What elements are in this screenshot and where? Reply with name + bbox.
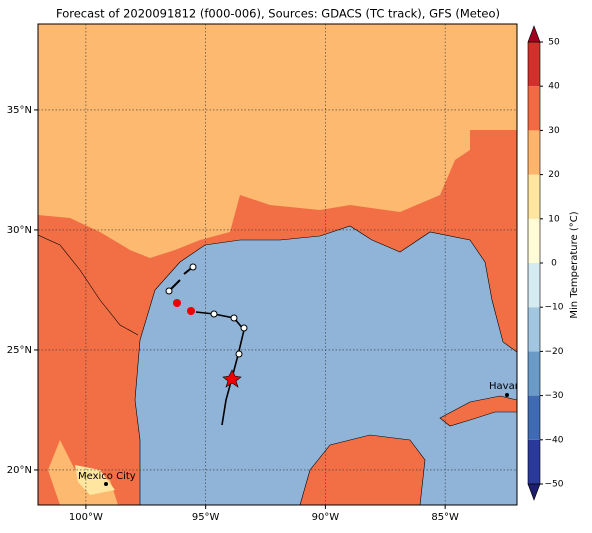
colorbar-band bbox=[528, 42, 540, 87]
colorbar-under bbox=[527, 483, 541, 501]
colorbar-band bbox=[528, 351, 540, 396]
city-dot bbox=[104, 482, 108, 486]
city-dot bbox=[505, 393, 509, 397]
y-tick-label: 25°N bbox=[7, 345, 32, 356]
colorbar-label: Min Temperature (°C) bbox=[569, 211, 580, 318]
y-tick-label: 35°N bbox=[7, 105, 32, 116]
x-tick-label: 95°W bbox=[192, 512, 220, 523]
x-tick-label: 100°W bbox=[69, 512, 103, 523]
city-label: Havana bbox=[489, 381, 527, 392]
y-tick-label: 30°N bbox=[7, 225, 32, 236]
colorbar-band bbox=[528, 130, 540, 175]
colorbar-band bbox=[528, 395, 540, 440]
colorbar-band bbox=[528, 263, 540, 308]
gulf bbox=[134, 225, 517, 505]
title: Forecast of 2020091812 (f000-006), Sourc… bbox=[56, 7, 500, 21]
colorbar-band bbox=[528, 174, 540, 219]
map-frame bbox=[37, 23, 518, 506]
colorbar-tick-label: −20 bbox=[545, 347, 564, 357]
cuba bbox=[439, 395, 517, 427]
colorbar-band bbox=[528, 218, 540, 263]
colorbar-tick-label: 10 bbox=[548, 214, 560, 224]
colorbar-tick-label: 50 bbox=[548, 38, 560, 48]
colorbar-tick-label: 30 bbox=[548, 126, 560, 136]
x-tick-label: 90°W bbox=[312, 512, 340, 523]
colorbar-tick-label: 0 bbox=[551, 259, 557, 269]
colorbar-tick-label: −30 bbox=[545, 391, 564, 401]
x-tick-label: 85°W bbox=[431, 512, 459, 523]
storm-track bbox=[165, 263, 248, 426]
colorbar-band bbox=[528, 439, 540, 484]
y-tick-label: 20°N bbox=[7, 465, 32, 476]
colorbar-tick-label: −50 bbox=[545, 480, 564, 490]
map: Havana Mexico City bbox=[38, 24, 527, 505]
colorbar-band bbox=[528, 307, 540, 352]
colorbar-tick-label: 40 bbox=[548, 82, 560, 92]
city-label: Mexico City bbox=[78, 471, 136, 482]
colorbar-tick-label: −10 bbox=[545, 303, 564, 313]
colorbar-tick-label: 20 bbox=[548, 170, 560, 180]
colorbar-band bbox=[528, 86, 540, 131]
colorbar-over bbox=[527, 25, 541, 43]
cold-patch bbox=[75, 465, 115, 495]
border bbox=[38, 234, 139, 336]
colorbar-tick-label: −40 bbox=[545, 435, 564, 445]
